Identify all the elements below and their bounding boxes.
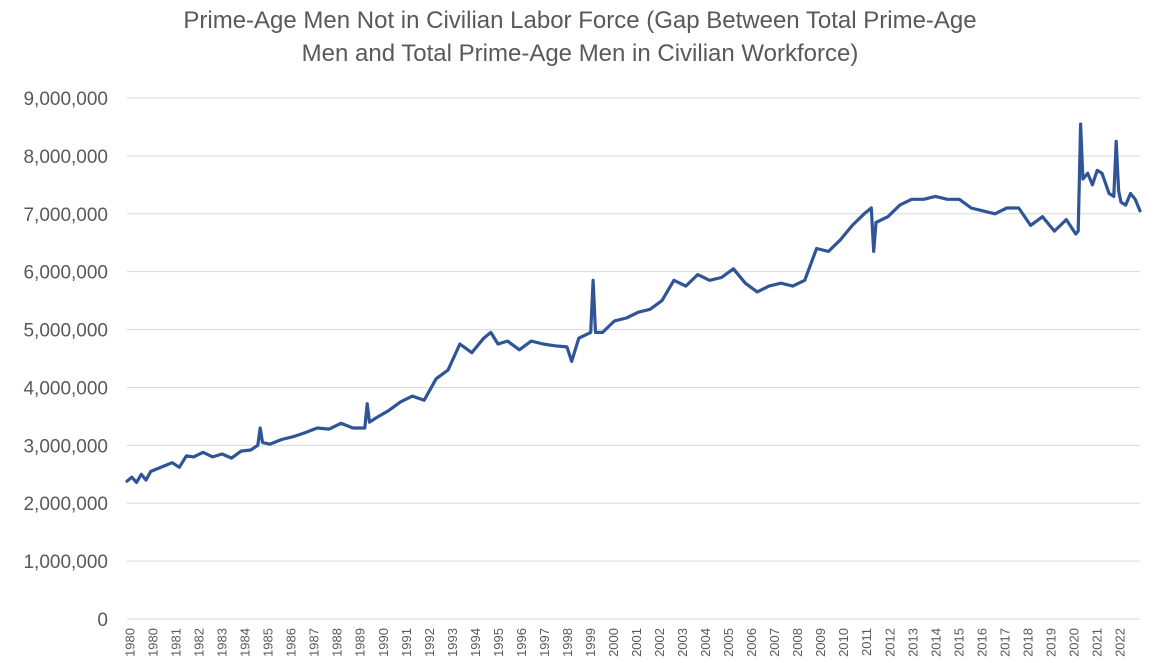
x-tick-label: 1980 [146, 628, 161, 657]
x-tick-label: 1985 [261, 628, 276, 657]
y-tick-label: 3,000,000 [23, 436, 108, 457]
x-tick-label: 1983 [215, 628, 230, 657]
x-tick-label: 2005 [721, 628, 736, 657]
x-tick-label: 2011 [859, 628, 874, 656]
x-tick-label: 1986 [284, 628, 299, 657]
chart-title-line-1: Prime-Age Men Not in Civilian Labor Forc… [183, 7, 977, 34]
x-tick-label: 2001 [629, 628, 644, 657]
x-tick-label: 1997 [537, 628, 552, 657]
x-tick-label: 2009 [813, 628, 828, 657]
y-tick-label: 4,000,000 [23, 378, 108, 399]
x-tick-label: 1992 [422, 628, 437, 657]
x-tick-label: 2012 [882, 628, 897, 657]
x-tick-label: 1998 [560, 628, 575, 657]
chart-title: Prime-Age Men Not in Civilian Labor Forc… [0, 4, 1160, 70]
x-tick-label: 1984 [238, 628, 253, 657]
x-tick-label: 2006 [744, 628, 759, 657]
chart-title-line-2: Men and Total Prime-Age Men in Civilian … [301, 40, 859, 67]
x-tick-label: 2003 [675, 628, 690, 657]
x-tick-label: 2016 [974, 628, 989, 657]
x-tick-label: 2002 [652, 628, 667, 657]
gridlines [127, 97, 1140, 620]
x-tick-label: 2014 [928, 628, 943, 657]
y-tick-label: 9,000,000 [23, 89, 108, 110]
x-tick-label: 1991 [399, 628, 414, 657]
y-tick-label: 7,000,000 [23, 205, 108, 226]
x-tick-label: 1982 [192, 628, 207, 657]
y-tick-label: 2,000,000 [23, 494, 108, 515]
x-tick-label: 2017 [997, 628, 1012, 657]
x-tick-label: 2018 [1020, 628, 1035, 657]
y-tick-label: 1,000,000 [23, 552, 108, 573]
x-tick-label: 2004 [698, 628, 713, 657]
series-line [125, 122, 1142, 484]
x-tick-label: 2007 [767, 628, 782, 657]
x-tick-label: 2022 [1112, 628, 1127, 657]
x-tick-label: 2021 [1089, 628, 1104, 657]
x-tick-label: 2020 [1066, 628, 1081, 657]
x-tick-label: 1987 [307, 628, 322, 657]
x-tick-label: 1981 [169, 628, 184, 657]
x-tick-label: 2015 [951, 628, 966, 657]
x-tick-label: 1980 [123, 628, 138, 657]
y-tick-label: 0 [97, 610, 108, 631]
y-axis-tick-labels: 0 1,000,000 2,000,000 3,000,000 4,000,000 5,0… [23, 89, 108, 631]
x-tick-label: 1988 [330, 628, 345, 657]
x-tick-label: 2013 [905, 628, 920, 657]
x-tick-label: 2019 [1043, 628, 1058, 657]
x-tick-label: 1996 [514, 628, 529, 657]
y-tick-label: 5,000,000 [23, 321, 108, 342]
x-tick-label: 1995 [491, 628, 506, 657]
y-tick-label: 8,000,000 [23, 147, 108, 168]
y-tick-label: 6,000,000 [23, 263, 108, 284]
x-axis-tick-labels: 1980 1980 1981 1982 1983 1984 1985 1986 1987 1988… [123, 628, 1128, 657]
x-tick-label: 1993 [445, 628, 460, 657]
x-tick-label: 2000 [606, 628, 621, 657]
x-tick-label: 1999 [583, 628, 598, 657]
x-tick-label: 1990 [376, 628, 391, 657]
x-tick-label: 1989 [353, 628, 368, 657]
x-tick-label: 1994 [468, 628, 483, 657]
x-tick-label: 2008 [790, 628, 805, 657]
x-tick-label: 2010 [836, 628, 851, 657]
series-layer [125, 122, 1142, 484]
